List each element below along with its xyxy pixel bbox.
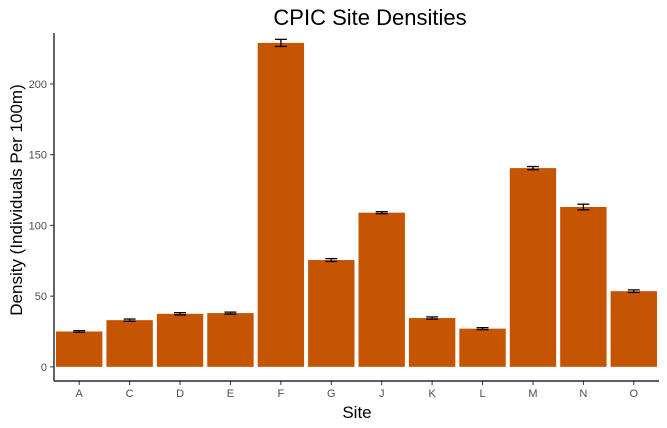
error-bar-E: [224, 311, 237, 315]
error-bar-F: [274, 38, 287, 48]
bar-O: [610, 291, 657, 367]
error-bar-A: [73, 329, 86, 333]
x-tick-label-M: M: [528, 388, 537, 400]
bar-K: [408, 318, 456, 367]
y-axis: 0 50 100 150 200: [29, 33, 55, 381]
x-tick-label-J: J: [379, 388, 385, 400]
bar-J: [358, 212, 405, 367]
bar-G: [308, 260, 355, 367]
error-bar-N: [577, 203, 590, 211]
bar-M: [509, 168, 557, 367]
x-tick-label-E: E: [227, 388, 234, 400]
x-tick-label-K: K: [428, 388, 436, 400]
chart-title: CPIC Site Densities: [273, 5, 466, 30]
error-bar-J: [375, 211, 388, 215]
x-tick-label-G: G: [327, 388, 336, 400]
error-bar-G: [325, 257, 338, 263]
bar-A: [56, 331, 103, 367]
error-bars-group: [73, 38, 640, 333]
y-tick-label-0: 0: [41, 362, 47, 374]
error-bar-D: [174, 312, 187, 316]
bars-group: [56, 42, 657, 367]
bar-D: [156, 313, 204, 367]
bar-F: [257, 42, 305, 367]
bar-N: [560, 207, 607, 367]
y-tick-label-100: 100: [29, 220, 47, 232]
error-bar-K: [426, 316, 439, 320]
x-tick-label-A: A: [76, 388, 84, 400]
x-tick-label-C: C: [126, 388, 134, 400]
y-axis-title: Density (Individuals Per 100m): [7, 84, 26, 315]
x-tick-label-O: O: [630, 388, 639, 400]
error-bar-C: [123, 318, 136, 322]
y-tick-label-200: 200: [29, 79, 47, 91]
error-bar-L: [476, 327, 489, 331]
bar-C: [106, 320, 153, 367]
error-bar-O: [627, 289, 640, 294]
x-tick-label-N: N: [579, 388, 587, 400]
y-tick-label-150: 150: [29, 150, 47, 162]
x-tick-label-F: F: [278, 388, 285, 400]
x-tick-label-L: L: [479, 388, 485, 400]
x-tick-label-D: D: [176, 388, 184, 400]
x-axis-title: Site: [342, 403, 371, 422]
bar-L: [459, 328, 506, 367]
y-tick-label-50: 50: [35, 291, 47, 303]
error-bar-M: [526, 165, 539, 171]
bar-E: [207, 313, 254, 367]
